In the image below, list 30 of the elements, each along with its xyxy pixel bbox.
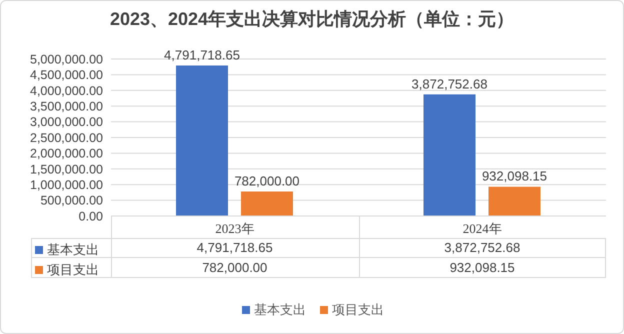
y-tick-label: 3,000,000.00 xyxy=(30,115,104,130)
text: 项目支出 xyxy=(47,262,99,277)
y-tick-label: 3,500,000.00 xyxy=(30,100,104,114)
bar xyxy=(488,186,540,216)
bar xyxy=(424,94,476,216)
data-label: 3,872,752.68 xyxy=(443,240,522,255)
x-tick-label: 2024年 xyxy=(462,221,502,236)
y-tick-label: 1,000,000.00 xyxy=(30,178,104,192)
y-tick-label: 0.00 xyxy=(78,209,104,224)
text: 782,000.00 xyxy=(234,173,300,188)
chart-title: 2023、2024年支出决算对比情况分析（单位：元） xyxy=(108,8,516,31)
y-tick-label: 5,000,000.00 xyxy=(30,52,104,66)
y-tick-label: 2,500,000.00 xyxy=(30,130,104,145)
y-tick-label: 4,000,000.00 xyxy=(30,84,104,98)
text: 932,098.15 xyxy=(482,168,548,184)
y-tick-label: 500,000.00 xyxy=(40,194,104,208)
y-tick-label: 1,500,000.00 xyxy=(30,162,104,176)
x-tick-label: 2023年 xyxy=(215,221,254,236)
y-tick-label: 4,500,000.00 xyxy=(30,68,104,82)
data-label: 932,098.15 xyxy=(448,260,516,275)
legend-label: 项目支出 xyxy=(332,301,384,319)
data-label: 782,000.00 xyxy=(201,260,268,275)
data-label: 4,791,718.65 xyxy=(196,240,274,255)
bar xyxy=(241,191,293,216)
legend-label: 基本支出 xyxy=(47,241,99,259)
text: 基本支出 xyxy=(254,302,306,317)
bar xyxy=(176,66,228,216)
text: 4,791,718.65 xyxy=(164,48,240,63)
y-tick-label: 2,000,000.00 xyxy=(30,146,104,161)
text: 3,872,752.68 xyxy=(412,76,488,92)
